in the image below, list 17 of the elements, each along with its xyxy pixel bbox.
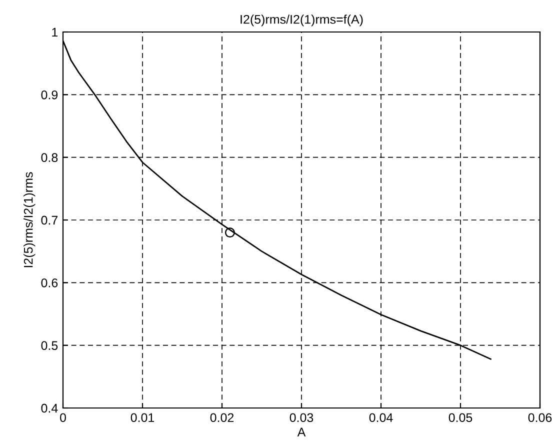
x-tick-label: 0.01 bbox=[130, 413, 154, 422]
x-tick-label: 0.03 bbox=[290, 413, 314, 422]
y-tick-label: 0.7 bbox=[41, 216, 58, 225]
y-tick-label: 0.4 bbox=[41, 404, 58, 413]
y-tick-label: 0.9 bbox=[41, 90, 58, 100]
x-tick-label: 0.05 bbox=[448, 413, 472, 422]
y-tick-label: 0.6 bbox=[41, 278, 58, 288]
chart-title: I2(5)rms/I2(1)rms=f(A) bbox=[240, 14, 363, 26]
x-axis-title: A bbox=[297, 428, 306, 436]
x-tick-label: 0 bbox=[60, 413, 66, 422]
y-tick-label: 0.8 bbox=[41, 153, 58, 162]
y-tick-label: 1 bbox=[52, 28, 58, 37]
x-tick-label: 0.06 bbox=[528, 413, 552, 422]
y-tick-label: 0.5 bbox=[41, 341, 58, 350]
x-tick-label: 0.04 bbox=[369, 413, 393, 422]
x-tick-label: 0.02 bbox=[210, 413, 234, 422]
y-axis-title: I2(5)rms/I2(1)rms bbox=[24, 172, 36, 268]
